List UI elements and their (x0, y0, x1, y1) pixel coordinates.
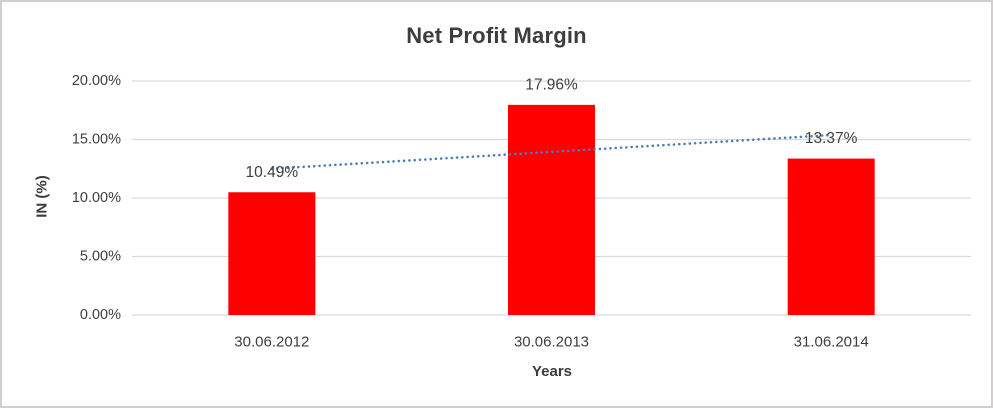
data-label: 13.37% (805, 130, 858, 147)
y-tick-label: 20.00% (72, 73, 121, 89)
y-tick-label: 10.00% (72, 190, 121, 206)
x-tick-label: 30.06.2012 (234, 334, 309, 351)
x-tick-label: 30.06.2013 (514, 334, 589, 351)
bar-30.06.2012 (228, 192, 316, 315)
y-tick-label: 0.00% (80, 307, 121, 323)
y-tick-label: 5.00% (80, 249, 121, 265)
y-tick-label: 15.00% (72, 132, 121, 148)
data-label: 10.49% (246, 164, 299, 181)
data-label: 17.96% (525, 76, 578, 93)
bar-30.06.2013 (508, 104, 595, 315)
chart-title: Net Profit Margin (406, 23, 587, 48)
bar-31.06.2014 (787, 158, 875, 315)
x-axis-title: Years (531, 363, 573, 380)
trendline (270, 133, 833, 171)
x-tick-label: 31.06.2014 (794, 334, 869, 351)
